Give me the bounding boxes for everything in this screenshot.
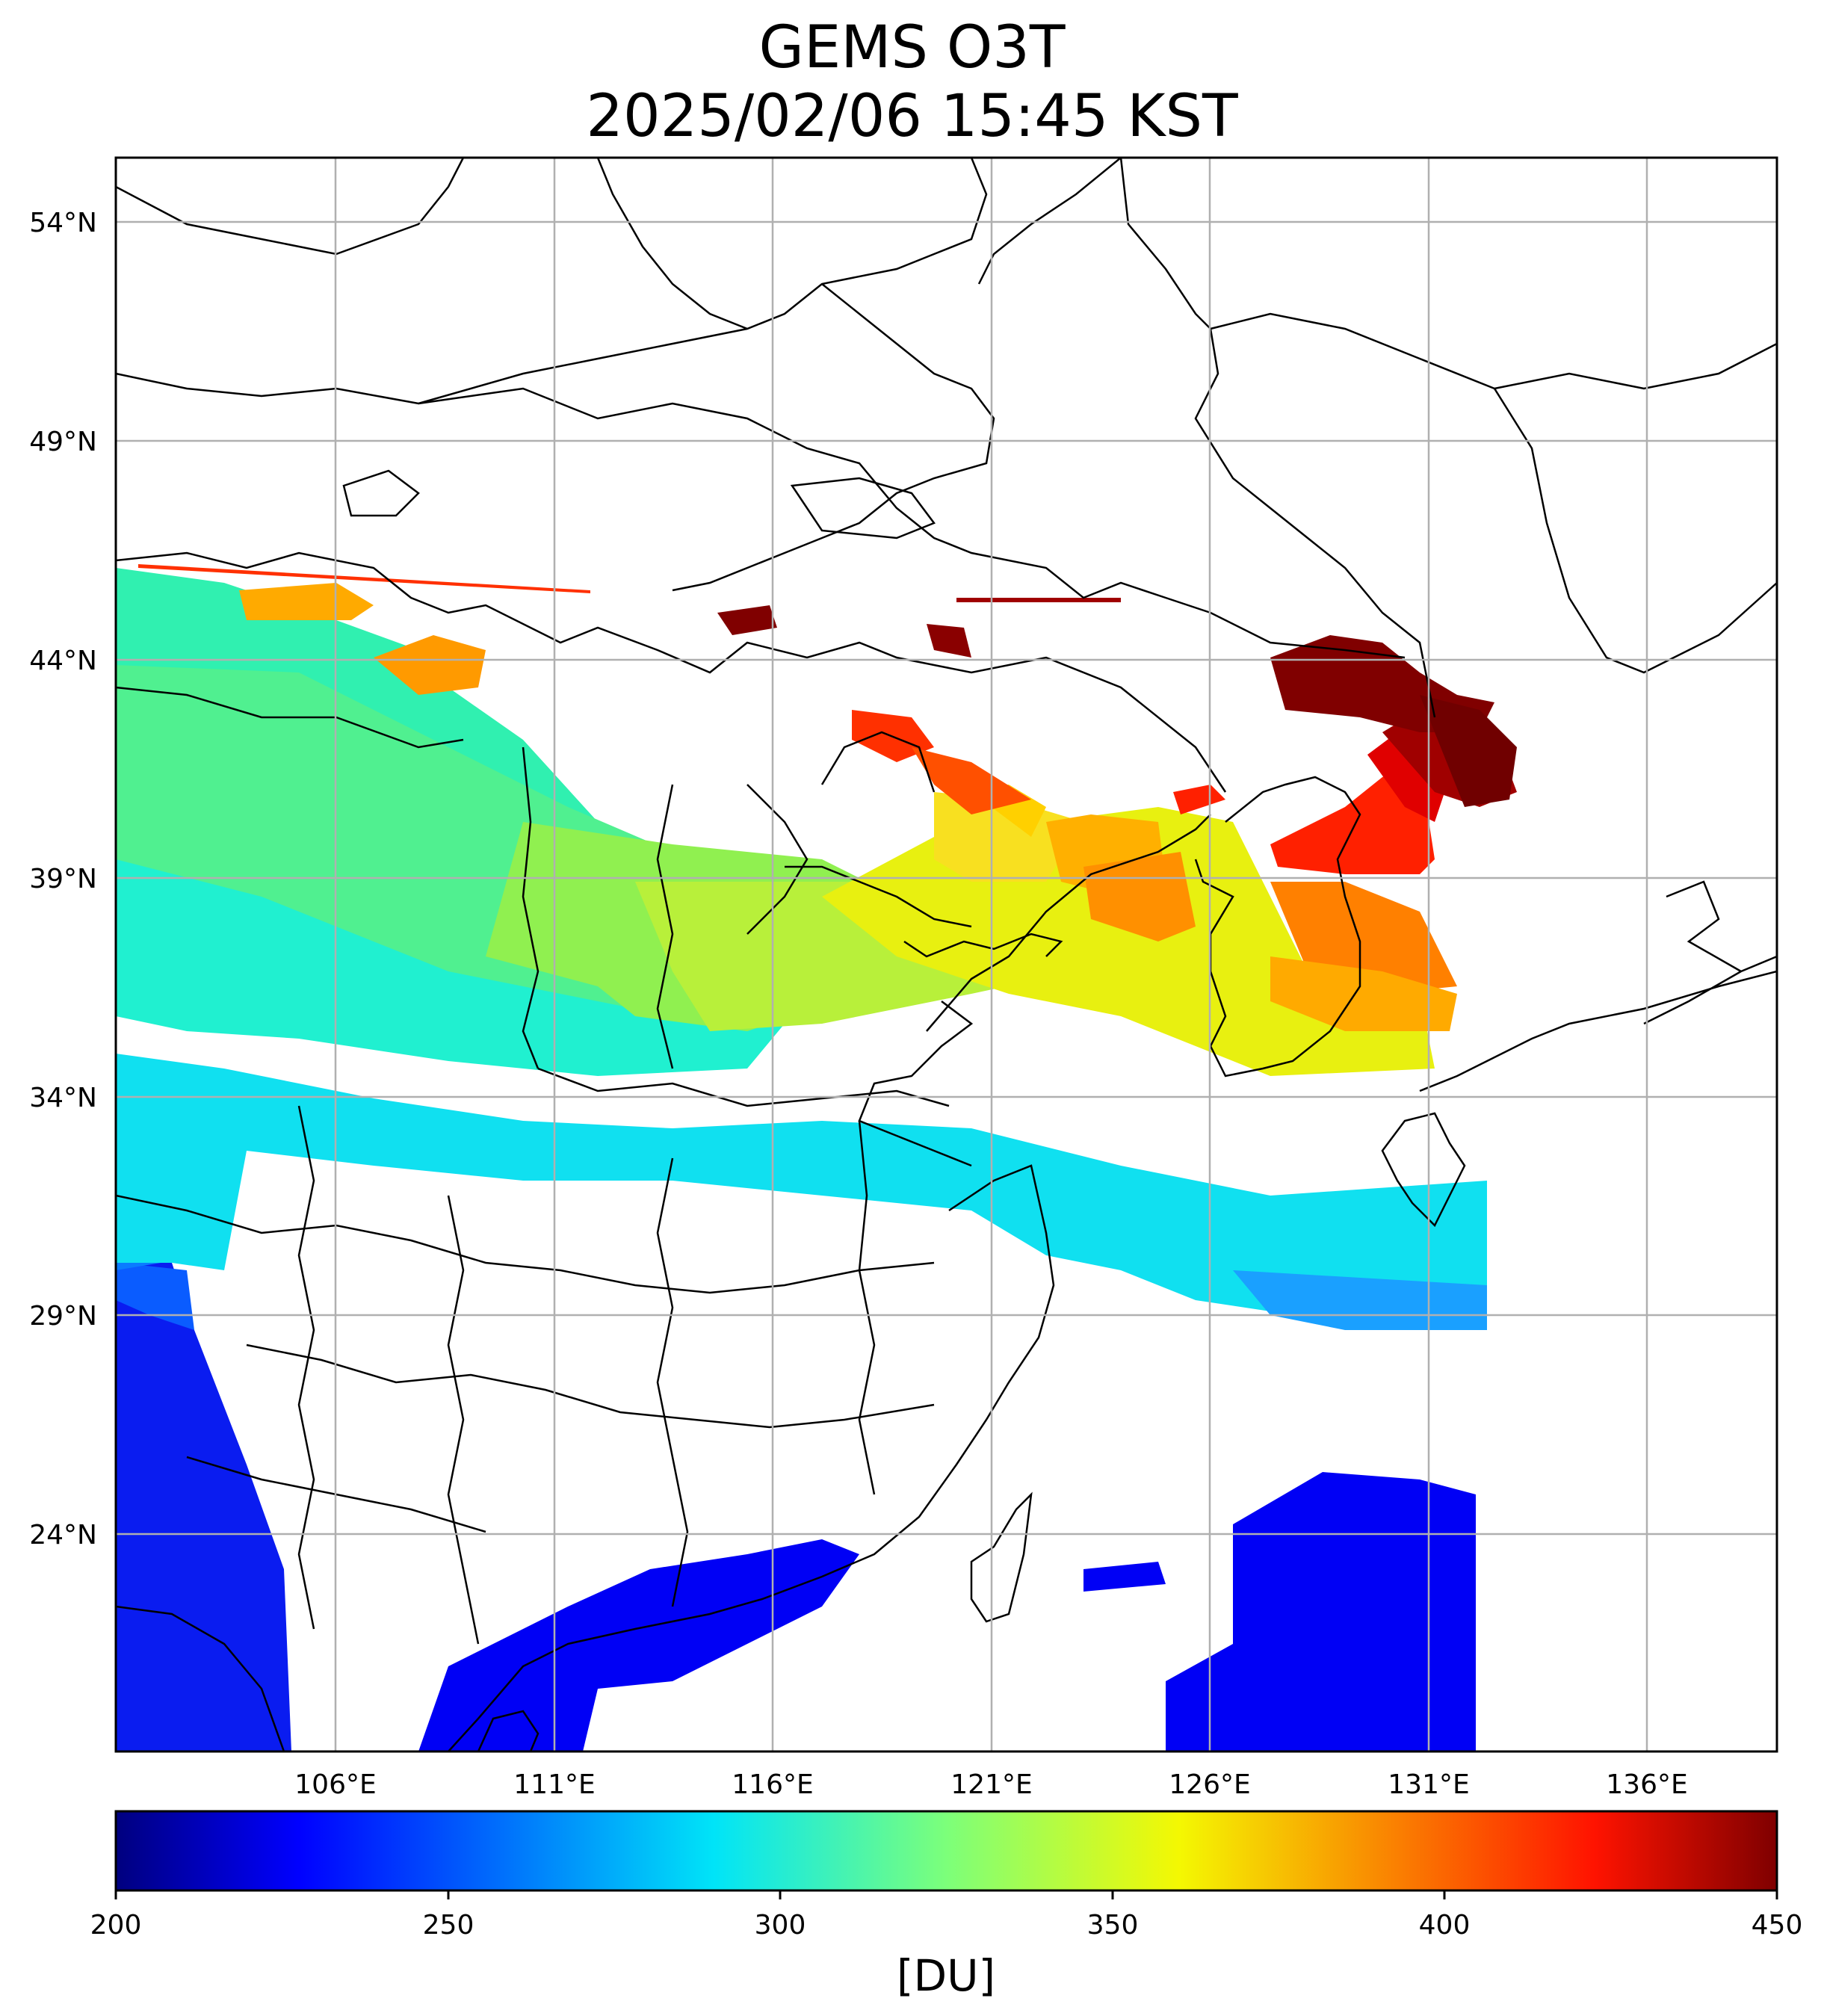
map-title: GEMS O3T xyxy=(758,14,1066,81)
colorbar-ticks xyxy=(114,1890,1778,1899)
longitude-tick-labels: 106°E 111°E 116°E 121°E 126°E 131°E 136°… xyxy=(294,1769,1687,1800)
ozone-field xyxy=(116,564,1517,1751)
lon-tick-131: 131°E xyxy=(1388,1769,1469,1800)
lat-tick-44: 44°N xyxy=(29,646,97,676)
cbar-tick-200: 200 xyxy=(90,1910,142,1941)
coastlines-and-borders xyxy=(116,158,1777,1751)
cbar-tick-400: 400 xyxy=(1419,1910,1471,1941)
lat-tick-54: 54°N xyxy=(29,208,97,238)
lon-tick-116: 116°E xyxy=(732,1769,813,1800)
lat-tick-49: 49°N xyxy=(29,427,97,457)
lon-tick-136: 136°E xyxy=(1606,1769,1687,1800)
lon-tick-126: 126°E xyxy=(1169,1769,1250,1800)
colorbar-unit-label: [DU] xyxy=(897,1950,995,2001)
lat-tick-34: 34°N xyxy=(29,1083,97,1113)
lat-tick-29: 29°N xyxy=(29,1301,97,1332)
colorbar xyxy=(114,1810,1778,1892)
cbar-tick-350: 350 xyxy=(1087,1910,1139,1941)
cbar-tick-300: 300 xyxy=(755,1910,806,1941)
lon-tick-111: 111°E xyxy=(513,1769,595,1800)
colorbar-tick-labels: 200 250 300 350 400 450 xyxy=(90,1910,1803,1941)
map-frame xyxy=(114,156,1778,1753)
cbar-tick-250: 250 xyxy=(423,1910,474,1941)
lon-tick-121: 121°E xyxy=(950,1769,1032,1800)
cbar-tick-450: 450 xyxy=(1752,1910,1803,1941)
lat-tick-24: 24°N xyxy=(29,1520,97,1550)
graticule xyxy=(116,158,1777,1751)
lon-tick-106: 106°E xyxy=(294,1769,376,1800)
map-subtitle: 2025/02/06 15:45 KST xyxy=(586,83,1238,150)
lat-tick-39: 39°N xyxy=(29,864,97,894)
latitude-tick-labels: 54°N 49°N 44°N 39°N 34°N 29°N 24°N xyxy=(29,208,97,1550)
